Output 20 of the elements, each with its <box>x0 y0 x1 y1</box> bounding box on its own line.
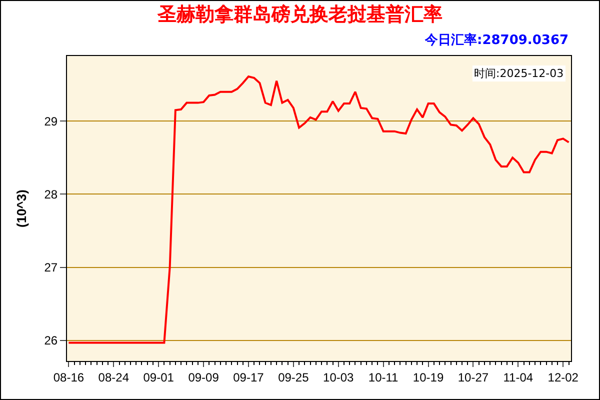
chart-title: 圣赫勒拿群岛磅兑换老挝基普汇率 <box>156 3 442 26</box>
x-tick-label: 09-25 <box>278 370 310 384</box>
x-tick-label: 11-04 <box>503 370 534 384</box>
x-tick-label: 10-03 <box>323 370 354 384</box>
text: 今日汇率:28709.0367 <box>424 32 569 48</box>
x-tick-label: 12-02 <box>548 370 579 384</box>
y-axis-title: (10^3) <box>14 190 30 228</box>
y-tick-label: 28 <box>44 187 58 202</box>
y-tick-label: 26 <box>44 334 58 348</box>
x-tick-label: 09-09 <box>188 370 220 384</box>
x-tick-label: 10-19 <box>412 370 444 384</box>
annotation: 时间:2025-12-03 <box>474 67 564 80</box>
x-tick-label: 08-24 <box>98 370 130 384</box>
x-tick-label: 08-16 <box>53 370 84 384</box>
x-tick-label: 09-17 <box>233 370 264 384</box>
y-tick-label: 29 <box>44 114 58 128</box>
y-tick-label: 27 <box>44 260 58 275</box>
x-tick-label: 10-11 <box>368 370 399 384</box>
x-tick-label: 09-01 <box>143 370 174 384</box>
x-tick-label: 10-27 <box>458 370 489 384</box>
